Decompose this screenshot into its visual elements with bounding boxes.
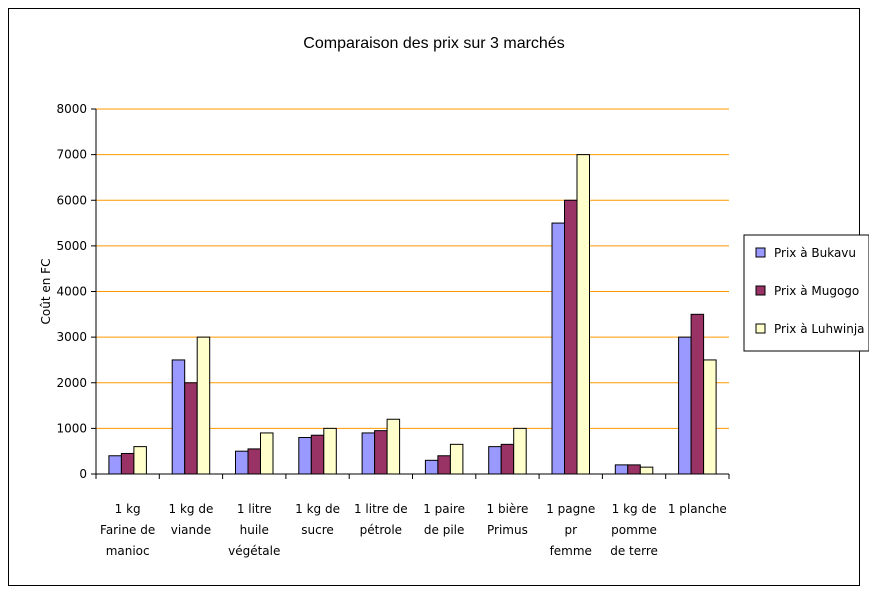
bar	[500, 443, 515, 475]
x-category-label: viande	[171, 523, 211, 537]
legend-label: Prix à Bukavu	[774, 246, 856, 260]
bar	[424, 459, 439, 475]
bar	[184, 382, 198, 475]
chart-frame: Comparaison des prix sur 3 marchés	[8, 8, 860, 586]
y-tick-label: 0	[79, 467, 87, 481]
chart-title: Comparaison des prix sur 3 marchés	[303, 35, 565, 52]
y-tick-label: 2000	[56, 376, 87, 390]
y-tick-label: 6000	[56, 193, 87, 207]
bar	[576, 154, 590, 475]
y-tick-label: 3000	[56, 330, 87, 344]
x-category-label: manioc	[106, 544, 150, 558]
bar	[196, 336, 211, 475]
x-category-label: 1 kg de	[612, 502, 657, 516]
y-tick-label: 5000	[56, 239, 87, 253]
bar	[108, 455, 122, 475]
legend-label: Prix à Luhwinja	[774, 322, 865, 336]
x-category-label: femme	[550, 544, 592, 558]
bar	[374, 430, 388, 475]
x-category-label: 1 litre	[237, 502, 272, 516]
bar	[361, 432, 376, 475]
bar	[551, 222, 565, 475]
bar	[247, 448, 261, 475]
x-category-label: 1 kg de	[295, 502, 340, 516]
x-category-label: végétale	[228, 544, 280, 558]
bar	[171, 359, 186, 475]
x-category-label: 1 litre de	[354, 502, 408, 516]
bar	[703, 359, 717, 475]
x-category-label: 1 kg de	[169, 502, 214, 516]
bar	[564, 199, 578, 475]
x-category-label: huile	[240, 523, 269, 537]
bar	[627, 464, 641, 475]
bar	[639, 466, 654, 475]
x-category-label: de terre	[610, 544, 658, 558]
bar	[437, 455, 451, 475]
bar	[690, 313, 705, 475]
legend-swatch	[755, 285, 766, 296]
bar	[513, 427, 527, 475]
bar	[614, 464, 629, 475]
bar	[298, 437, 312, 475]
y-tick-label: 4000	[56, 285, 87, 299]
x-category-label: de pile	[424, 523, 464, 537]
bar	[488, 446, 502, 475]
y-tick-label: 8000	[56, 102, 87, 116]
x-category-label: 1 bière	[487, 502, 529, 516]
bar	[260, 432, 274, 475]
x-category-label: Farine de	[100, 523, 155, 537]
bar	[449, 443, 464, 475]
bar	[310, 434, 325, 475]
bar	[386, 418, 401, 475]
y-tick-label: 7000	[56, 148, 87, 162]
bar	[235, 450, 249, 475]
bar	[323, 427, 337, 475]
x-category-label: pomme	[611, 523, 657, 537]
x-category-label: 1 kg	[115, 502, 141, 516]
legend-swatch	[755, 323, 766, 334]
y-axis-label: Coût en FC	[39, 259, 53, 325]
bar	[120, 452, 135, 475]
bar	[678, 336, 692, 475]
x-category-label: 1 pagne	[546, 502, 595, 516]
x-category-label: pr	[564, 523, 577, 537]
x-category-label: 1 planche	[668, 502, 727, 516]
legend-swatch	[755, 247, 766, 258]
y-tick-label: 1000	[56, 421, 87, 435]
legend-label: Prix à Mugogo	[774, 284, 859, 298]
x-category-label: pétrole	[360, 523, 402, 537]
bar	[133, 446, 147, 475]
x-category-label: 1 paire	[423, 502, 465, 516]
x-category-label: sucre	[301, 523, 334, 537]
x-category-label: Primus	[487, 523, 528, 537]
